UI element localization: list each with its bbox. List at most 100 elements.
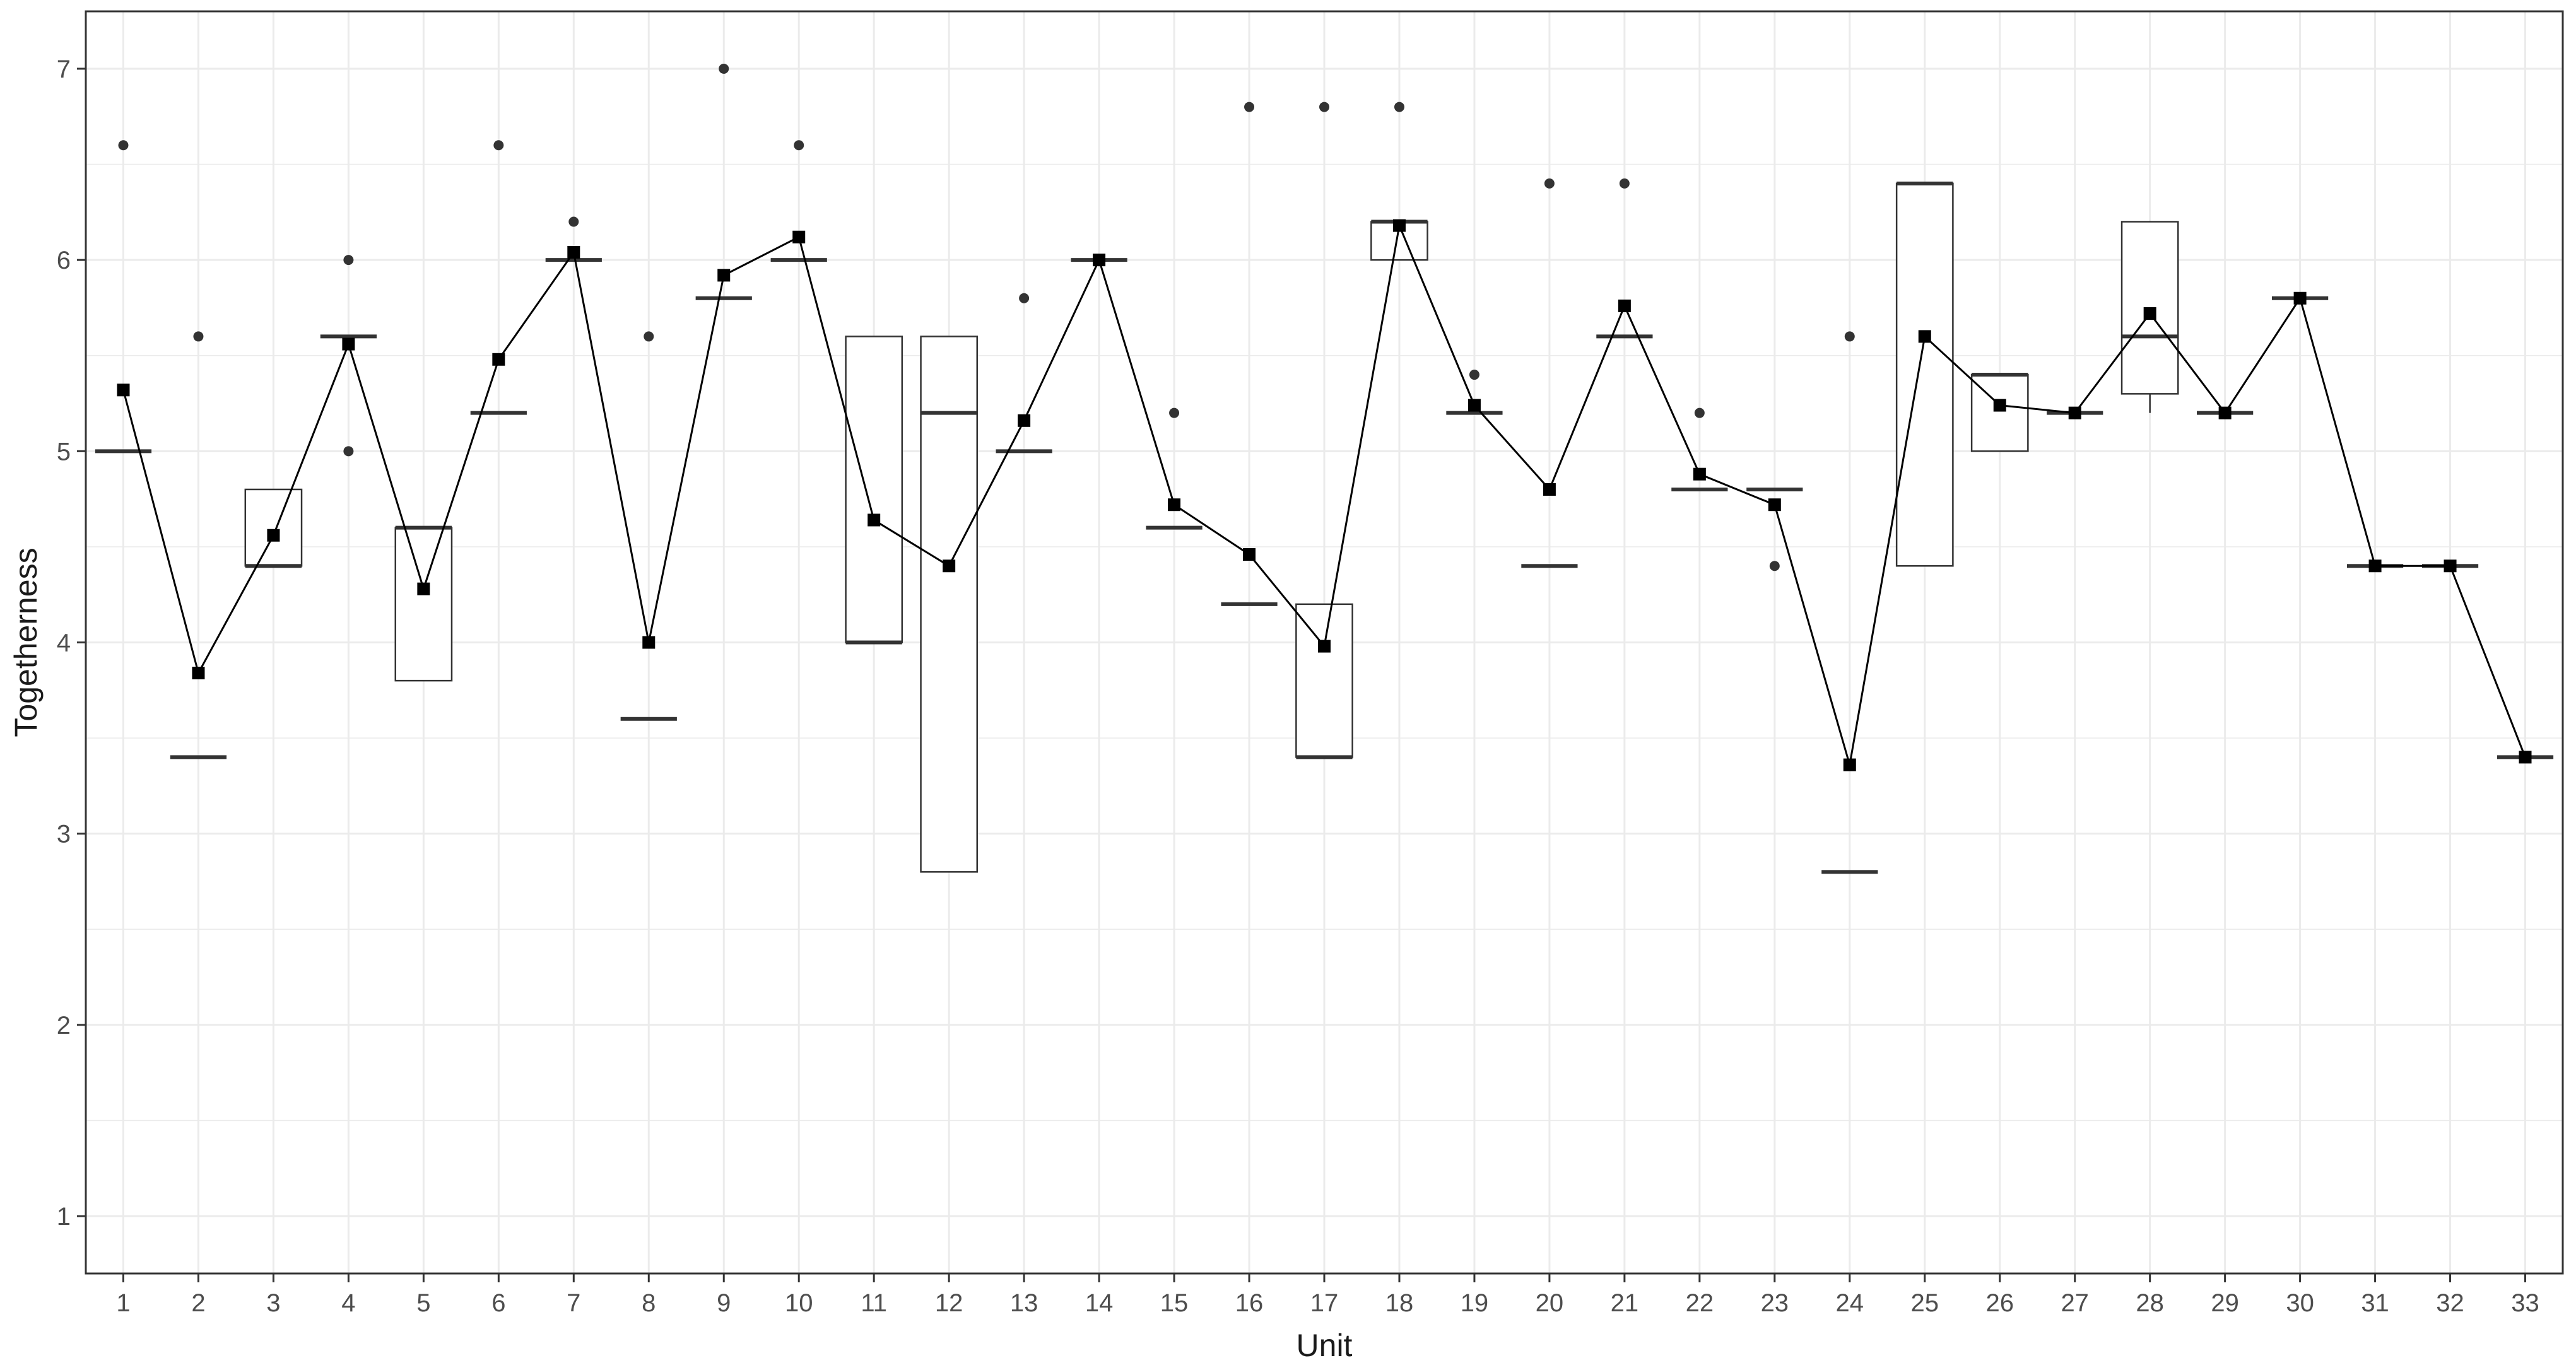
mean-point-unit-12 — [943, 559, 956, 573]
boxplot-unit-24 — [1821, 331, 1878, 874]
boxplot-unit-22 — [1671, 407, 1728, 491]
outlier-point — [343, 446, 354, 457]
outlier-point — [1694, 407, 1705, 418]
x-tick-label: 14 — [1085, 1289, 1114, 1317]
mean-point-unit-17 — [1318, 640, 1331, 653]
outlier-point — [719, 63, 729, 74]
x-tick-label: 11 — [861, 1289, 887, 1317]
boxplot-unit-20 — [1521, 178, 1578, 568]
box-iqr — [845, 336, 903, 643]
mean-point-unit-25 — [1918, 330, 1931, 343]
x-tick-label: 33 — [2511, 1289, 2539, 1317]
outlier-point — [1019, 293, 1030, 303]
mean-point-unit-1 — [117, 383, 130, 397]
boxplot-unit-7 — [545, 216, 602, 262]
y-tick-label: 1 — [57, 1203, 71, 1231]
x-tick-label: 18 — [1385, 1289, 1414, 1317]
mean-point-unit-32 — [2444, 559, 2457, 573]
outlier-point — [1844, 331, 1855, 342]
y-axis-title: Togetherness — [8, 547, 44, 737]
boxplot-unit-2 — [170, 331, 227, 759]
boxplot-unit-8 — [620, 331, 677, 721]
boxplot-unit-9 — [695, 63, 752, 300]
outlier-point — [1769, 561, 1780, 571]
boxplot-unit-17 — [1295, 102, 1353, 759]
x-tick-label: 21 — [1611, 1289, 1639, 1317]
x-tick-label: 25 — [1911, 1289, 1939, 1317]
boxplot-unit-23 — [1746, 487, 1803, 571]
mean-point-unit-29 — [2218, 406, 2232, 419]
mean-point-unit-21 — [1618, 299, 1631, 312]
x-tick-label: 30 — [2286, 1289, 2314, 1317]
x-tick-label: 32 — [2436, 1289, 2464, 1317]
x-tick-label: 20 — [1536, 1289, 1564, 1317]
mean-point-unit-16 — [1243, 548, 1256, 561]
x-tick-label: 3 — [266, 1289, 280, 1317]
mean-point-unit-6 — [492, 353, 505, 366]
boxplot-unit-10 — [770, 140, 827, 262]
mean-point-unit-19 — [1467, 399, 1481, 412]
mean-point-unit-9 — [717, 269, 731, 282]
outlier-point — [493, 140, 504, 151]
box-iqr — [1895, 182, 1954, 567]
mean-point-unit-13 — [1018, 414, 1031, 427]
outlier-point — [1244, 102, 1255, 112]
outlier-point — [794, 140, 804, 151]
mean-point-unit-2 — [192, 667, 205, 680]
box-iqr — [394, 527, 453, 682]
mean-point-unit-26 — [1993, 399, 2006, 412]
outlier-point — [1544, 178, 1555, 189]
boxplot-unit-4 — [320, 255, 377, 457]
x-tick-label: 27 — [2061, 1289, 2089, 1317]
x-tick-label: 1 — [116, 1289, 130, 1317]
mean-point-unit-30 — [2293, 291, 2307, 305]
mean-point-unit-4 — [342, 337, 355, 351]
boxplot-unit-1 — [95, 140, 152, 454]
mean-point-unit-5 — [417, 582, 430, 595]
x-tick-label: 15 — [1160, 1289, 1189, 1317]
mean-point-unit-8 — [642, 636, 656, 649]
y-tick-label: 5 — [57, 438, 71, 465]
mean-point-unit-11 — [867, 513, 881, 527]
boxplot-unit-19 — [1446, 370, 1503, 415]
outlier-point — [1169, 407, 1180, 418]
box-iqr — [920, 336, 979, 873]
outlier-point — [568, 216, 579, 227]
x-tick-label: 23 — [1761, 1289, 1789, 1317]
y-tick-label: 3 — [57, 821, 71, 848]
mean-point-unit-15 — [1168, 498, 1181, 512]
mean-point-unit-28 — [2143, 307, 2156, 320]
mean-point-unit-33 — [2519, 751, 2532, 764]
mean-point-unit-22 — [1693, 467, 1706, 481]
boxplot-unit-12 — [920, 336, 979, 873]
outlier-point — [193, 331, 204, 342]
x-tick-label: 5 — [416, 1289, 430, 1317]
boxplot-unit-5 — [394, 525, 453, 682]
x-tick-label: 16 — [1235, 1289, 1264, 1317]
boxplot-unit-13 — [996, 293, 1052, 454]
mean-point-unit-10 — [792, 230, 806, 243]
boxplot-unit-25 — [1895, 181, 1954, 567]
x-tick-label: 22 — [1686, 1289, 1714, 1317]
y-tick-label: 6 — [57, 247, 71, 274]
x-tick-label: 19 — [1461, 1289, 1489, 1317]
boxplot-unit-3 — [244, 488, 303, 568]
mean-point-unit-24 — [1843, 758, 1856, 771]
x-tick-label: 7 — [567, 1289, 580, 1317]
x-tick-label: 12 — [935, 1289, 963, 1317]
x-tick-label: 31 — [2361, 1289, 2389, 1317]
mean-point-unit-31 — [2368, 559, 2382, 573]
outlier-point — [1469, 370, 1479, 380]
y-tick-label: 2 — [57, 1012, 71, 1039]
x-tick-label: 29 — [2211, 1289, 2239, 1317]
mean-point-unit-23 — [1768, 498, 1781, 512]
outlier-point — [644, 331, 654, 342]
x-tick-label: 8 — [642, 1289, 656, 1317]
mean-point-unit-18 — [1392, 219, 1406, 232]
box-iqr — [244, 488, 303, 567]
mean-point-unit-27 — [2068, 406, 2081, 419]
x-tick-label: 6 — [491, 1289, 505, 1317]
outlier-point — [1619, 178, 1630, 189]
mean-point-unit-20 — [1543, 483, 1556, 496]
